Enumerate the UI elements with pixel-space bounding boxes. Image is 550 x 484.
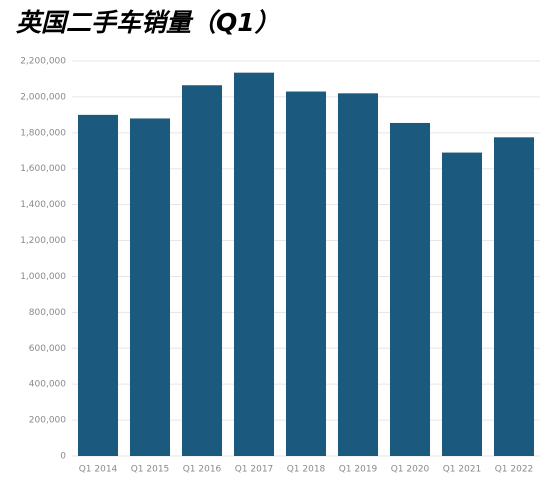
y-tick-label: 2,000,000	[20, 92, 66, 102]
x-tick-label: Q1 2016	[183, 465, 222, 475]
y-tick-label: 2,200,000	[20, 57, 66, 67]
y-tick-label: 1,800,000	[20, 128, 66, 138]
chart-title: 英国二手车销量（Q1）	[16, 8, 280, 37]
x-tick-label: Q1 2021	[443, 465, 482, 475]
bar	[129, 118, 171, 457]
y-tick-label: 400,000	[29, 380, 66, 390]
y-tick-label: 0	[60, 452, 66, 462]
y-tick-label: 200,000	[29, 416, 66, 426]
x-tick-label: Q1 2020	[391, 465, 430, 475]
bar	[77, 114, 119, 456]
x-tick-label: Q1 2014	[79, 465, 118, 475]
y-tick-label: 600,000	[29, 344, 66, 354]
y-tick-label: 800,000	[29, 308, 66, 318]
bar	[389, 122, 431, 457]
y-tick-label: 1,000,000	[20, 272, 66, 282]
bar	[181, 85, 223, 456]
x-tick-label: Q1 2015	[131, 465, 170, 475]
bar	[337, 93, 379, 457]
x-tick-label: Q1 2022	[495, 465, 534, 475]
x-tick-label: Q1 2019	[339, 465, 378, 475]
y-tick-label: 1,400,000	[20, 200, 66, 210]
x-tick-label: Q1 2017	[235, 465, 274, 475]
y-tick-label: 1,200,000	[20, 236, 66, 246]
x-tick-label: Q1 2018	[287, 465, 326, 475]
y-tick-label: 1,600,000	[20, 164, 66, 174]
bar	[441, 152, 483, 456]
bar	[285, 91, 327, 456]
bar	[493, 137, 535, 456]
bar	[233, 72, 275, 456]
